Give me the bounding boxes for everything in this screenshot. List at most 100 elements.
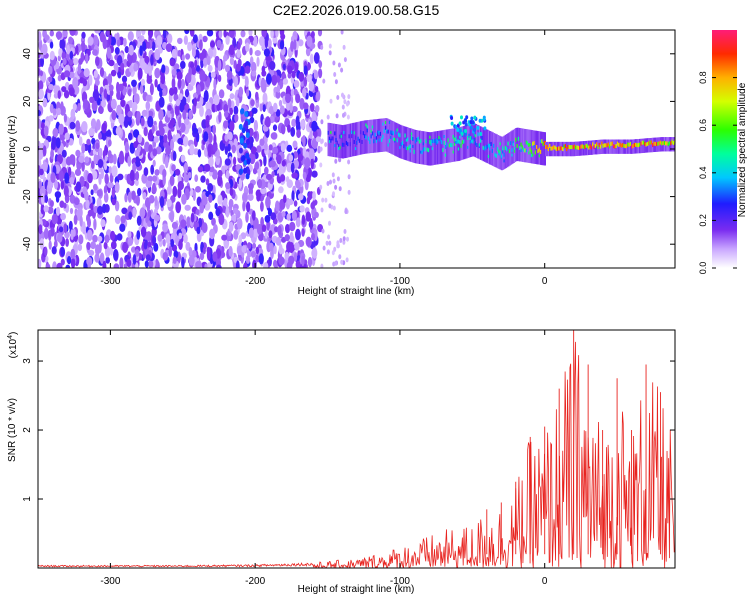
spectrogram-cell xyxy=(45,263,51,268)
spectrogram-cell xyxy=(38,88,44,100)
spectrogram-cell xyxy=(473,138,476,141)
spectrogram-cell xyxy=(437,139,440,144)
spectrogram-cell xyxy=(334,144,337,148)
spectrogram-cell xyxy=(655,142,659,147)
spectrogram-cell xyxy=(40,56,44,68)
spectrogram-cell xyxy=(152,182,156,195)
spectrogram-cell xyxy=(178,239,183,250)
spectrogram-cell xyxy=(278,99,283,107)
spectrogram-cell xyxy=(433,139,436,144)
spectrogram-cell xyxy=(450,121,454,126)
spectrogram-cell xyxy=(524,148,527,153)
spectrogram-cell xyxy=(52,127,59,138)
spectrogram-cell xyxy=(268,144,273,151)
spectrogram-cell xyxy=(43,125,49,137)
spectrogram-cell xyxy=(229,93,235,100)
spectrogram-cell xyxy=(229,107,233,116)
spectrogram-cell xyxy=(303,76,308,87)
spectrogram-cell xyxy=(171,68,177,76)
spectrogram-cell xyxy=(575,145,578,150)
spectrogram-cell xyxy=(474,134,477,138)
spectrogram-cell xyxy=(342,44,346,50)
spectrogram-cell xyxy=(290,40,295,52)
spectrogram-cell xyxy=(73,57,79,66)
spectrogram-cell xyxy=(334,260,338,266)
spectrogram-cell xyxy=(48,240,52,250)
spectrogram-cell xyxy=(206,55,211,66)
spectrogram-cell xyxy=(508,132,511,166)
spectrogram-cell xyxy=(167,110,171,118)
spectrogram-cell xyxy=(302,134,306,147)
spectrogram-cell xyxy=(295,260,301,268)
spectrogram-cell xyxy=(554,145,557,150)
spectrogram-cell xyxy=(204,147,209,157)
spectrogram-cell xyxy=(569,145,573,150)
spectrogram-cell xyxy=(529,143,532,147)
spectrogram-cell xyxy=(472,139,475,144)
spectrogram-cell xyxy=(461,134,464,138)
spectrogram-cell xyxy=(455,136,458,141)
spectrogram-cell xyxy=(223,120,229,129)
spectrogram-cell xyxy=(506,147,509,152)
spectrogram-cell xyxy=(573,141,576,157)
spectrogram-cell xyxy=(280,174,286,182)
spectrogram-cell xyxy=(473,131,476,136)
spectrogram-cell xyxy=(409,149,412,153)
spectrogram-cell xyxy=(573,144,576,149)
spectrogram-cell xyxy=(284,234,290,242)
spectrogram-cell xyxy=(213,94,220,106)
spectrogram-cell xyxy=(662,141,665,146)
spectrogram-cell xyxy=(43,205,49,213)
spectrogram-cell xyxy=(238,234,242,245)
spectrogram-cell xyxy=(245,173,250,180)
spectrogram-cell xyxy=(343,99,347,105)
spectrogram-cell xyxy=(128,211,133,220)
spectrogram-cell xyxy=(386,118,389,152)
spectrogram-cell xyxy=(329,179,332,185)
spectrogram-cell xyxy=(40,122,45,129)
spectrogram-cell xyxy=(77,62,82,75)
spectrogram-cell xyxy=(236,218,243,230)
spectrogram-cell xyxy=(147,220,152,227)
spectrogram-cell xyxy=(284,251,290,261)
spectrogram-cell xyxy=(529,147,532,152)
spectrogram-cell xyxy=(418,139,421,144)
spectrogram-cell xyxy=(38,38,43,51)
spectrogram-cell xyxy=(58,226,64,233)
spectrogram-cell xyxy=(174,105,180,116)
spectrogram-cell xyxy=(649,140,652,145)
spectrogram-cell xyxy=(481,127,484,161)
spectrogram-cell xyxy=(62,57,67,66)
spectrogram-cell xyxy=(210,71,216,79)
spectrogram-cell xyxy=(285,93,291,104)
spectrogram-cell xyxy=(111,110,117,121)
spectrogram-cell xyxy=(265,196,271,209)
spectrogram-cell xyxy=(256,56,260,67)
spectrogram-cell xyxy=(199,105,204,118)
spectrogram-cell xyxy=(618,142,621,147)
spectrogram-cell xyxy=(95,79,100,86)
spectrogram-cell xyxy=(197,149,202,158)
spectrogram-cell xyxy=(496,147,500,152)
spectrogram-cell xyxy=(311,170,318,178)
spectrogram-cell xyxy=(233,229,239,240)
spectrogram-cell xyxy=(64,172,70,184)
spectrogram-cell xyxy=(356,140,359,145)
spectrogram-cell xyxy=(250,251,257,258)
spectrogram-cell xyxy=(450,116,454,120)
spectrogram-cell xyxy=(486,144,489,149)
spectrogram-cell xyxy=(343,124,346,159)
spectrogram-cell xyxy=(78,207,83,218)
spectrogram-cell xyxy=(322,78,326,84)
spectrogram-cell xyxy=(336,176,340,182)
spectrogram-cell xyxy=(177,49,181,57)
spectrogram-cell xyxy=(88,74,93,86)
spectrogram-cell xyxy=(352,122,355,157)
spectrogram-cell xyxy=(84,156,90,164)
spectrogram-cell xyxy=(208,194,213,203)
spectrogram-cell xyxy=(165,145,172,156)
spectrogram-cell xyxy=(216,39,222,49)
spectrogram-cell xyxy=(39,70,44,77)
spectrogram-cell xyxy=(88,249,95,256)
spectrogram-cell xyxy=(48,65,53,75)
